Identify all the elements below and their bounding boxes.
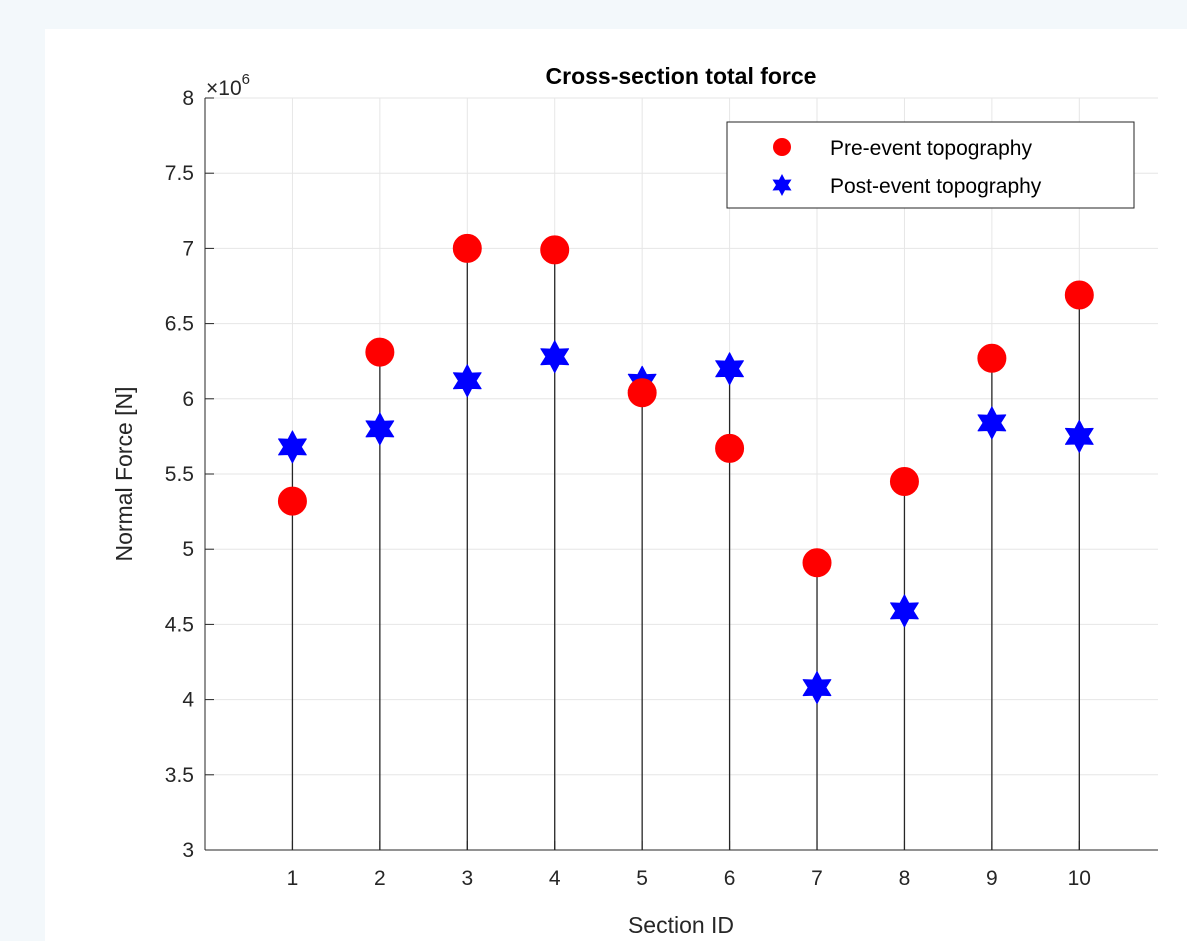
legend-marker-pre-event [773, 138, 791, 156]
legend-label-post-event: Post-event topography [830, 175, 1042, 198]
markers-layer [277, 233, 1094, 705]
post-event-point [715, 352, 744, 386]
post-event-point [278, 430, 307, 464]
post-event-point [977, 406, 1007, 440]
y-exponent-power: 6 [242, 71, 250, 88]
x-tick-label: 10 [1068, 867, 1091, 890]
post-event-point [1064, 419, 1094, 453]
x-axis-label: Section ID [628, 912, 734, 938]
x-tick-label: 3 [461, 867, 473, 890]
y-tick-label: 6 [182, 388, 194, 411]
y-exponent-label: ×106 [206, 71, 250, 100]
x-tick-label: 4 [549, 867, 561, 890]
pre-event-point [889, 467, 919, 497]
pre-event-point [365, 337, 395, 367]
x-tick-label: 6 [724, 867, 736, 890]
x-tick-label: 8 [899, 867, 911, 890]
legend-box [726, 121, 1135, 209]
legend-hexagram-marker [772, 174, 792, 196]
post-event-point [540, 340, 570, 374]
y-tick-label: 5 [182, 538, 194, 561]
pre-event-point [277, 486, 307, 516]
chart-title: Cross-section total force [546, 63, 817, 89]
y-exponent-base: ×10 [206, 77, 242, 100]
y-tick-label: 3.5 [165, 764, 194, 787]
legend-circle-marker [773, 138, 791, 156]
post-event-point [365, 412, 395, 446]
y-tick-label: 7 [182, 237, 194, 260]
x-tick-label: 5 [636, 867, 648, 890]
post-event-point [890, 594, 919, 628]
pre-event-point [802, 548, 832, 578]
legend-label-pre-event: Pre-event topography [830, 137, 1032, 160]
post-event-point [802, 671, 832, 705]
y-tick-label: 4.5 [165, 613, 194, 636]
x-tick-label: 7 [811, 867, 823, 890]
axes-layer: 1 2 3 4 5 6 7 8 9 10 3 3.5 4 4.5 5 5.5 6 6.5 7 7.5 8 [165, 87, 1158, 890]
y-tick-label: 3 [182, 839, 194, 862]
pre-event-point [715, 433, 745, 463]
pre-event-point [1064, 280, 1094, 310]
legend-marker-post-event [772, 174, 792, 196]
grid-layer [205, 97, 1158, 851]
x-tick-label: 2 [374, 867, 386, 890]
y-axis-label: Normal Force [N] [111, 386, 137, 561]
x-tick-label: 1 [287, 867, 299, 890]
pre-event-point [540, 235, 570, 265]
y-tick-label: 8 [182, 87, 194, 110]
legend: Pre-event topography Post-event topograp… [726, 121, 1135, 209]
x-tick-label: 9 [986, 867, 998, 890]
y-tick-label: 5.5 [165, 463, 194, 486]
pre-event-point [452, 233, 482, 263]
post-event-point [452, 364, 482, 398]
y-tick-label: 7.5 [165, 162, 194, 185]
y-tick-label: 4 [182, 689, 194, 712]
pre-event-point [977, 343, 1007, 373]
y-tick-label: 6.5 [165, 313, 194, 336]
pre-event-point [627, 378, 657, 408]
